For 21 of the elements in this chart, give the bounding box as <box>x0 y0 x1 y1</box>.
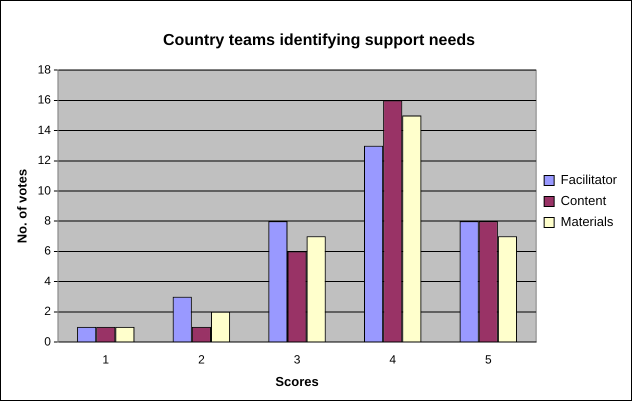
legend-label: Facilitator <box>560 172 618 188</box>
y-tick-label: 10 <box>38 183 52 198</box>
x-tick-label: 2 <box>198 352 206 367</box>
chart-title: Country teams identifying support needs <box>162 32 476 50</box>
x-tick-label: 5 <box>484 352 492 367</box>
x-tick-label: 1 <box>102 352 110 367</box>
y-tick-label: 4 <box>44 274 52 288</box>
y-tick-label: 6 <box>44 244 52 258</box>
y-tick-label: 0 <box>44 334 52 348</box>
legend-label: Content <box>560 193 607 208</box>
x-tick-label: 3 <box>294 352 301 367</box>
y-tick-label: 18 <box>38 62 52 77</box>
x-axis-title: Scores <box>275 374 319 389</box>
y-tick-label: 16 <box>38 92 52 107</box>
y-tick-label: 12 <box>38 153 52 168</box>
y-axis-title: No. of votes <box>14 168 30 244</box>
legend-label: Materials <box>560 214 614 230</box>
y-tick-label: 14 <box>38 122 52 137</box>
y-tick-label: 8 <box>44 214 52 228</box>
x-tick-label: 4 <box>389 352 396 367</box>
y-tick-label: 2 <box>44 304 52 318</box>
